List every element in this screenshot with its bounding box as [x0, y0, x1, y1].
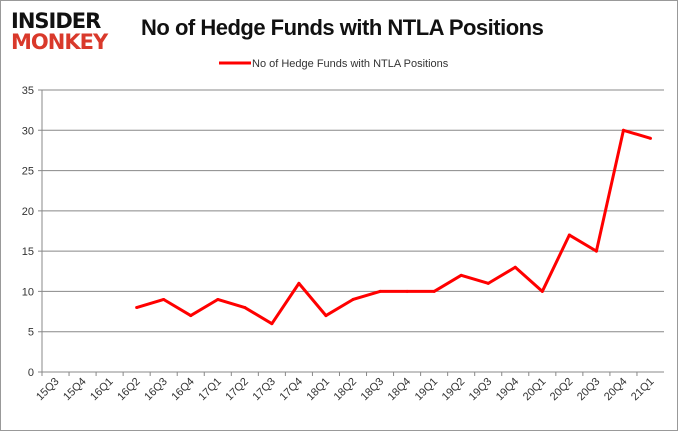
logo-line2: MONKEY — [11, 30, 108, 54]
data-point — [324, 314, 328, 318]
data-point — [459, 273, 463, 277]
x-tick-label: 16Q2 — [115, 376, 143, 404]
x-tick-label: 21Q1 — [629, 376, 657, 404]
x-tick-label: 16Q4 — [169, 376, 197, 404]
x-tick-label: 17Q1 — [196, 376, 224, 404]
data-point — [135, 306, 139, 310]
x-tick-label: 16Q3 — [142, 376, 170, 404]
data-point — [162, 297, 166, 301]
x-tick-label: 15Q3 — [34, 376, 62, 404]
data-point — [513, 265, 517, 269]
data-point — [621, 128, 625, 132]
data-point — [216, 297, 220, 301]
legend-label: No of Hedge Funds with NTLA Positions — [252, 58, 449, 70]
x-tick-label: 18Q3 — [359, 376, 387, 404]
data-point — [189, 314, 193, 318]
x-tick-label: 19Q4 — [494, 376, 522, 404]
data-point — [297, 281, 301, 285]
x-tick-label: 20Q4 — [602, 376, 630, 404]
y-tick-label: 0 — [28, 367, 34, 379]
series-line — [136, 128, 651, 326]
insider-monkey-logo: INSIDER MONKEY — [11, 11, 126, 53]
x-tick-label: 17Q3 — [250, 376, 278, 404]
logo-line1: INSIDER — [11, 9, 101, 33]
data-point — [432, 289, 436, 293]
data-point — [378, 289, 382, 293]
y-tick-label: 20 — [22, 206, 34, 218]
x-tick-label: 20Q3 — [575, 376, 603, 404]
x-tick-label: 20Q2 — [548, 376, 576, 404]
x-tick-label: 18Q4 — [386, 376, 414, 404]
data-point — [594, 249, 598, 253]
x-tick-label: 18Q2 — [332, 376, 360, 404]
x-tick-label: 18Q1 — [305, 376, 333, 404]
data-point — [405, 289, 409, 293]
data-point — [486, 281, 490, 285]
y-tick-label: 30 — [22, 125, 34, 137]
x-tick-label: 20Q1 — [521, 376, 549, 404]
x-tick-label: 19Q1 — [413, 376, 441, 404]
data-point — [540, 289, 544, 293]
data-point — [243, 306, 247, 310]
x-tick-label: 19Q3 — [467, 376, 495, 404]
y-tick-label: 15 — [22, 246, 34, 258]
x-tick-label: 17Q4 — [278, 376, 306, 404]
y-tick-label: 25 — [22, 166, 34, 178]
y-tick-label: 35 — [22, 85, 34, 97]
x-tick-label: 16Q1 — [88, 376, 116, 404]
data-point — [648, 136, 652, 140]
x-tick-label: 19Q2 — [440, 376, 468, 404]
y-tick-label: 10 — [22, 286, 34, 298]
data-point — [270, 322, 274, 326]
y-tick-label: 5 — [28, 327, 34, 339]
x-tick-label: 17Q2 — [223, 376, 251, 404]
chart-title: No of Hedge Funds with NTLA Positions — [141, 15, 544, 40]
data-point — [351, 297, 355, 301]
x-tick-label: 15Q4 — [61, 376, 89, 404]
data-point — [567, 233, 571, 237]
